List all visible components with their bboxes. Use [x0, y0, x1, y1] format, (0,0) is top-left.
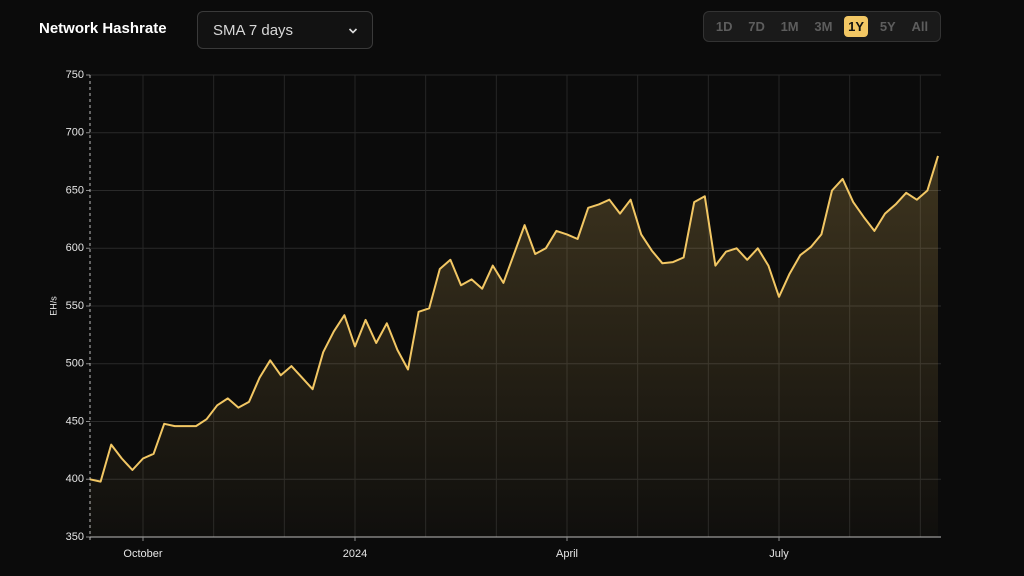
area-fill	[90, 155, 938, 537]
range-button[interactable]: 5Y	[879, 19, 896, 34]
range-selector: 1D 7D 1M 3M 1Y 5Y All	[703, 11, 941, 42]
y-tick-label: 500	[66, 358, 84, 370]
page-title: Network Hashrate	[39, 20, 167, 37]
y-tick-label: 750	[66, 69, 84, 81]
range-button[interactable]: 1M	[780, 19, 799, 34]
sma-dropdown[interactable]: SMA 7 days	[197, 11, 373, 49]
line	[89, 155, 939, 483]
dropdown-label: SMA 7 days	[213, 22, 294, 39]
x-tick-label: April	[556, 548, 578, 560]
y-tick-label: 350	[66, 531, 84, 543]
range-button[interactable]: 7D	[748, 19, 765, 34]
y-axis-label: EH/s	[48, 296, 58, 316]
y-tick-label: 650	[66, 184, 84, 196]
y-tick-label: 400	[66, 473, 84, 485]
y-tick-label: 550	[66, 300, 84, 312]
range-button[interactable]: 1Y	[844, 16, 869, 37]
y-tick-label: 450	[66, 415, 84, 427]
x-tick-label: July	[769, 548, 789, 560]
x-tick-label: 2024	[343, 548, 367, 560]
y-tick-label: 600	[66, 242, 84, 254]
y-tick-label: 700	[66, 127, 84, 139]
range-button[interactable]: All	[911, 19, 929, 34]
range-button[interactable]: 1D	[715, 19, 733, 34]
range-button[interactable]: 3M	[814, 19, 833, 34]
chevron-icon	[348, 28, 358, 34]
x-tick-label: October	[123, 548, 162, 560]
